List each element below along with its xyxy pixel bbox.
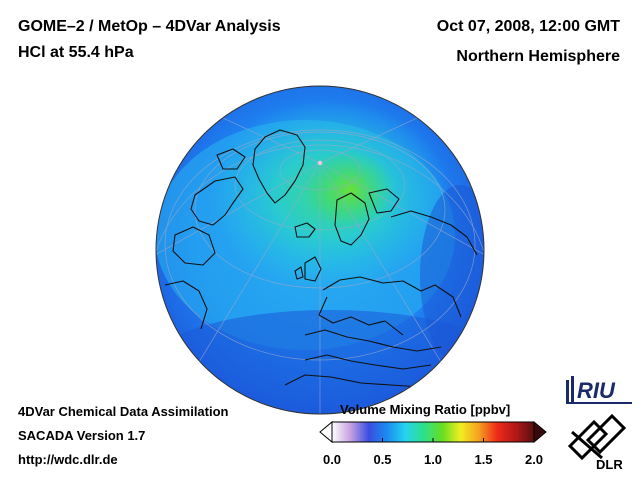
colorbar-tick-label-2: 1.0: [423, 452, 443, 467]
colorbar-arrow-right: [533, 420, 547, 444]
pole-marker: [317, 160, 323, 166]
colorbar-tick-label-4: 2.0: [524, 452, 544, 467]
africa-coast: [284, 374, 422, 388]
map-region: Northern Hemisphere: [456, 48, 620, 65]
footer-line-version: SACADA Version 1.7: [18, 428, 146, 443]
british-isles-coast: [294, 256, 322, 282]
riu-logo: RIU: [566, 376, 632, 404]
dlr-logo: DLR: [567, 413, 627, 472]
footer-line-url: http://wdc.dlr.de: [18, 452, 118, 467]
map-subtitle: HCl at 55.4 hPa: [18, 44, 134, 61]
colorbar-tick-label-0: 0.0: [322, 452, 342, 467]
colorbar-tick-marks: [331, 438, 535, 442]
coastlines: [164, 129, 478, 388]
greenland-coast: [252, 129, 306, 204]
riu-emblem-icon: [566, 376, 574, 402]
colorbar-arrow-left: [319, 420, 333, 444]
mediterranean-coast: [304, 329, 442, 370]
dlr-emblem-icon: [567, 413, 627, 461]
north-america-coast: [164, 280, 208, 330]
scandinavia-coast: [334, 188, 400, 246]
graticule: [156, 104, 484, 414]
hcl-maximum: [305, 150, 395, 230]
russia-arctic-coast: [390, 210, 478, 256]
hemisphere-globe-map: [155, 85, 485, 415]
map-date: Oct 07, 2008, 12:00 GMT: [436, 18, 620, 35]
footer-line-assimilation: 4DVar Chemical Data Assimilation: [18, 404, 229, 419]
colorbar-tick-label-3: 1.5: [474, 452, 493, 467]
hudson-bay-coast: [172, 226, 216, 266]
map-title: GOME–2 / MetOp – 4DVar Analysis: [18, 18, 281, 35]
colorbar-tick-label-1: 0.5: [373, 452, 392, 467]
riu-logo-text: RIU: [577, 378, 616, 403]
iceland-coast: [294, 222, 316, 238]
colorbar: [319, 420, 547, 444]
europe-coast: [318, 276, 462, 336]
canadian-arctic-coast: [190, 148, 246, 226]
dlr-logo-text: DLR: [596, 457, 623, 472]
colorbar-title: Volume Mixing Ratio [ppbv]: [340, 402, 511, 417]
